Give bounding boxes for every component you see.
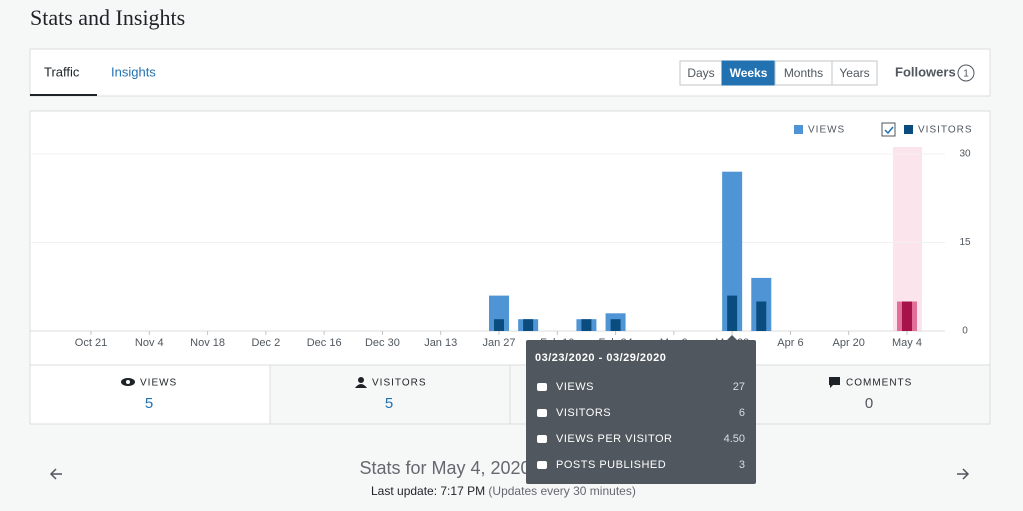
visitors-bar[interactable] <box>494 319 504 331</box>
x-tick-label: Jan 13 <box>424 337 457 349</box>
summary-label: VIEWS <box>140 378 177 389</box>
row-icon <box>537 435 547 443</box>
comment-icon <box>829 377 840 388</box>
prev-arrow[interactable] <box>49 468 62 480</box>
x-tick-label: Oct 21 <box>75 337 107 349</box>
tooltip-label: POSTS PUBLISHED <box>556 459 666 471</box>
x-tick-label: Jan 27 <box>482 337 515 349</box>
summary-label: VISITORS <box>372 378 427 389</box>
tooltip-title: 03/23/2020 - 03/29/2020 <box>535 352 666 364</box>
row-icon <box>537 461 547 469</box>
period-label: Weeks <box>730 66 768 80</box>
visitors-bar[interactable] <box>610 319 621 331</box>
tab[interactable]: Traffic <box>44 64 80 79</box>
legend-swatch <box>904 125 913 134</box>
followers-label[interactable]: Followers <box>895 64 956 79</box>
y-tick-label: 0 <box>962 326 968 337</box>
tab[interactable]: Insights <box>111 64 156 79</box>
period-label: Days <box>687 66 714 80</box>
period-button[interactable] <box>679 60 723 86</box>
period-button[interactable] <box>721 60 776 86</box>
check-icon <box>884 126 894 135</box>
tooltip-value: 27 <box>733 381 745 393</box>
tooltip-value: 4.50 <box>724 433 745 445</box>
x-tick-label: Apr 20 <box>833 337 865 349</box>
x-tick-label: Nov 4 <box>135 337 164 349</box>
visitors-bar[interactable] <box>902 301 912 332</box>
summary-value: 5 <box>145 395 153 412</box>
period-label: Years <box>839 66 869 80</box>
update-note: (Updates every 30 minutes) <box>488 484 635 498</box>
period-label: Months <box>784 66 823 80</box>
views-bar[interactable] <box>722 171 743 331</box>
update-time: Last update: 7:17 PM <box>371 484 485 498</box>
period-button[interactable] <box>831 60 878 86</box>
footer-update: Last update: 7:17 PM (Updates every 30 m… <box>371 484 636 498</box>
x-tick-label: Nov 18 <box>190 337 225 349</box>
period-buttons: Days Weeks Months Years <box>679 60 878 86</box>
y-tick-label: 30 <box>959 149 971 160</box>
visitors-bar[interactable] <box>756 301 767 332</box>
summary-value: 0 <box>865 395 873 412</box>
tooltip-box <box>526 340 756 484</box>
summary-value: 5 <box>385 395 393 412</box>
visitors-bar[interactable] <box>581 319 592 331</box>
tooltip-label: VIEWS <box>556 381 594 393</box>
eye-icon <box>126 380 130 384</box>
tooltip-arrow <box>726 335 738 341</box>
tooltip-value: 6 <box>739 407 745 419</box>
summary-cell[interactable] <box>269 364 511 425</box>
x-tick-label: Apr 6 <box>777 337 803 349</box>
tab-underline <box>30 94 97 96</box>
visitors-bar[interactable] <box>727 295 738 331</box>
x-tick-label: Dec 16 <box>307 337 342 349</box>
row-icon <box>537 409 547 417</box>
legend-label: VISITORS <box>918 125 973 136</box>
person-icon <box>355 384 367 388</box>
tooltip-label: VIEWS PER VISITOR <box>556 433 673 445</box>
x-tick-label: Dec 30 <box>365 337 400 349</box>
y-tick-label: 15 <box>959 237 971 248</box>
tooltip-rows: VIEWS 27 VISITORS 6 VIEWS PER VISITOR 4.50 POS… <box>537 381 745 471</box>
selected-band <box>893 147 922 331</box>
next-arrow[interactable] <box>957 468 970 480</box>
row-icon <box>537 383 547 391</box>
summary-cell[interactable] <box>749 364 991 425</box>
legend-swatch <box>794 125 803 134</box>
x-tick-label: May 4 <box>892 337 922 349</box>
person-icon <box>358 377 364 383</box>
legend-label: VIEWS <box>808 125 845 136</box>
footer-heading: Stats for May 4, 2020 <box>359 458 530 478</box>
tooltip-value: 3 <box>739 459 745 471</box>
tooltip: 03/23/2020 - 03/29/2020 VIEWS 27 VISITORS 6… <box>526 335 756 484</box>
legend-checkbox[interactable] <box>881 122 896 137</box>
followers-count: 1 <box>963 69 969 80</box>
followers-badge <box>957 64 975 82</box>
tooltip-label: VISITORS <box>556 407 611 419</box>
x-tick-label: Dec 2 <box>251 337 280 349</box>
visitors-bar[interactable] <box>523 319 534 331</box>
summary-label: COMMENTS <box>846 378 912 389</box>
page-title: Stats and Insights <box>30 5 185 30</box>
